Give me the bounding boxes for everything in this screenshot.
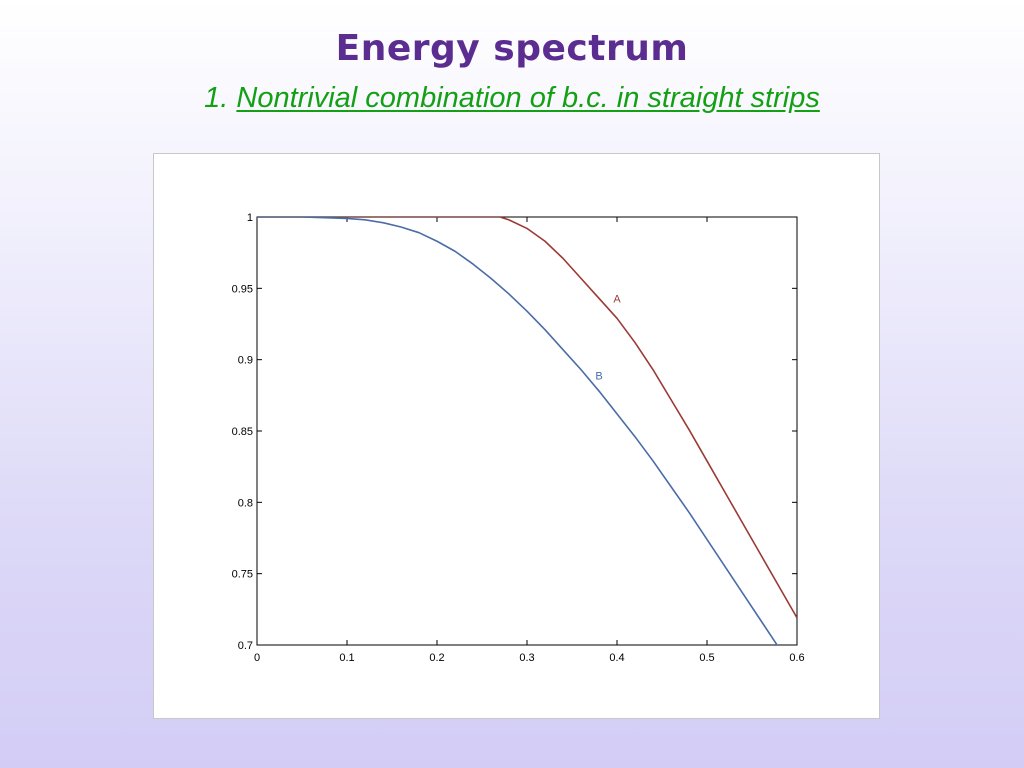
y-tick-label: 0.7 bbox=[238, 640, 253, 652]
y-tick-label: 0.85 bbox=[232, 426, 253, 438]
slide-title: Energy spectrum bbox=[335, 28, 689, 69]
energy-spectrum-chart: 0 0.1 0.2 0.3 0.4 0.5 0.6 0.7 0.75 0.8 0.85 0.9 0.95… bbox=[232, 212, 805, 664]
figure-frame: 0 0.1 0.2 0.3 0.4 0.5 0.6 0.7 0.75 0.8 0.85 0.9 0.95… bbox=[153, 153, 880, 719]
y-tick-label: 0.9 bbox=[238, 355, 253, 367]
y-tick-label: 0.8 bbox=[238, 497, 253, 509]
slide-subtitle: 1. Nontrivial combination of b.c. in str… bbox=[0, 82, 1024, 115]
x-tick-label: 0.4 bbox=[609, 652, 624, 664]
x-tick-label: 0.1 bbox=[339, 652, 354, 664]
subtitle-number: 1. bbox=[204, 82, 229, 114]
series-label-a: A bbox=[613, 294, 621, 306]
y-tick-label: 0.75 bbox=[232, 569, 253, 581]
x-tick-label: 0.2 bbox=[429, 652, 444, 664]
series-line-b bbox=[257, 217, 779, 645]
subtitle-text: Nontrivial combination of b.c. in straig… bbox=[236, 82, 820, 114]
x-tick-label: 0.6 bbox=[789, 652, 804, 664]
x-tick-label: 0 bbox=[254, 652, 260, 664]
y-tick-label: 0.95 bbox=[232, 283, 253, 295]
series-label-b: B bbox=[595, 371, 602, 383]
x-tick-label: 0.3 bbox=[519, 652, 534, 664]
series-line-a bbox=[257, 217, 797, 619]
x-tick-label: 0.5 bbox=[699, 652, 714, 664]
y-tick-label: 1 bbox=[247, 212, 253, 224]
plot-area bbox=[256, 216, 798, 646]
